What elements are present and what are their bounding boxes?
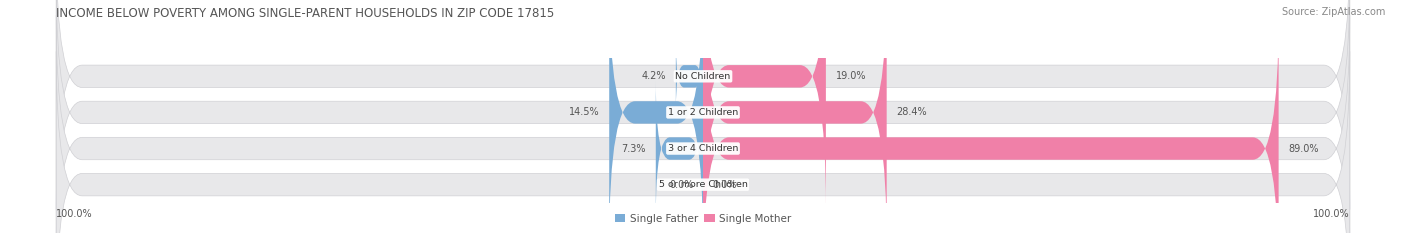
Text: 0.0%: 0.0% (713, 180, 737, 190)
Text: Source: ZipAtlas.com: Source: ZipAtlas.com (1281, 7, 1385, 17)
Legend: Single Father, Single Mother: Single Father, Single Mother (610, 209, 796, 228)
FancyBboxPatch shape (56, 15, 1350, 233)
Text: 7.3%: 7.3% (621, 144, 647, 154)
FancyBboxPatch shape (676, 42, 703, 111)
Text: 19.0%: 19.0% (835, 71, 866, 81)
Text: 100.0%: 100.0% (1313, 209, 1350, 219)
Text: 4.2%: 4.2% (641, 71, 666, 81)
FancyBboxPatch shape (56, 0, 1350, 233)
Text: 0.0%: 0.0% (669, 180, 693, 190)
FancyBboxPatch shape (703, 0, 825, 209)
Text: 14.5%: 14.5% (569, 107, 599, 117)
Text: 5 or more Children: 5 or more Children (658, 180, 748, 189)
Text: No Children: No Children (675, 72, 731, 81)
Text: 100.0%: 100.0% (56, 209, 93, 219)
Text: 28.4%: 28.4% (897, 107, 927, 117)
FancyBboxPatch shape (609, 0, 703, 233)
Text: 3 or 4 Children: 3 or 4 Children (668, 144, 738, 153)
FancyBboxPatch shape (703, 0, 887, 233)
Text: 89.0%: 89.0% (1288, 144, 1319, 154)
FancyBboxPatch shape (703, 15, 1278, 233)
FancyBboxPatch shape (655, 81, 703, 216)
Text: INCOME BELOW POVERTY AMONG SINGLE-PARENT HOUSEHOLDS IN ZIP CODE 17815: INCOME BELOW POVERTY AMONG SINGLE-PARENT… (56, 7, 554, 20)
FancyBboxPatch shape (56, 51, 1350, 233)
Text: 1 or 2 Children: 1 or 2 Children (668, 108, 738, 117)
FancyBboxPatch shape (56, 0, 1350, 209)
